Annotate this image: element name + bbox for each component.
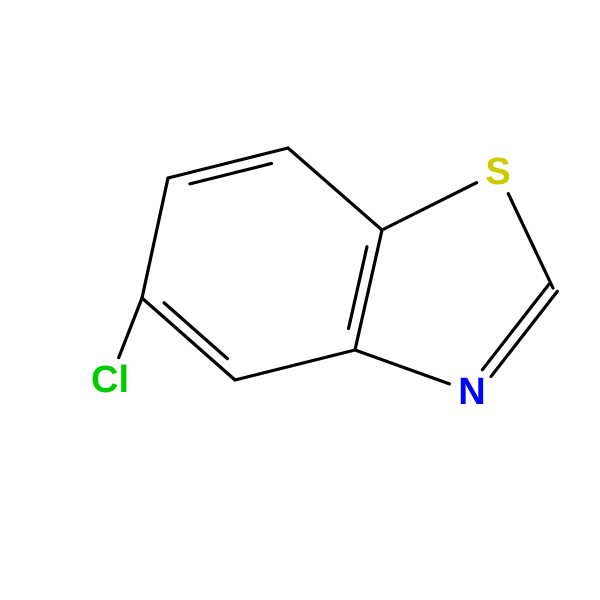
bond-line [190, 163, 272, 183]
bond-line [491, 291, 557, 376]
bond-line [508, 194, 553, 288]
bond-line [164, 303, 227, 359]
bond-line [355, 230, 382, 350]
molecule-diagram: S N Cl [0, 0, 600, 600]
atom-label-n: N [458, 371, 485, 413]
bond-line [288, 148, 382, 230]
bond-line [142, 298, 235, 380]
bond-line [382, 183, 477, 230]
atom-label-s: S [485, 151, 510, 193]
bond-line [355, 350, 449, 384]
bond-line [142, 178, 168, 298]
bond-line [482, 285, 548, 370]
atom-label-cl: Cl [91, 359, 129, 401]
bond-line [119, 298, 142, 358]
bond-line [235, 350, 355, 380]
